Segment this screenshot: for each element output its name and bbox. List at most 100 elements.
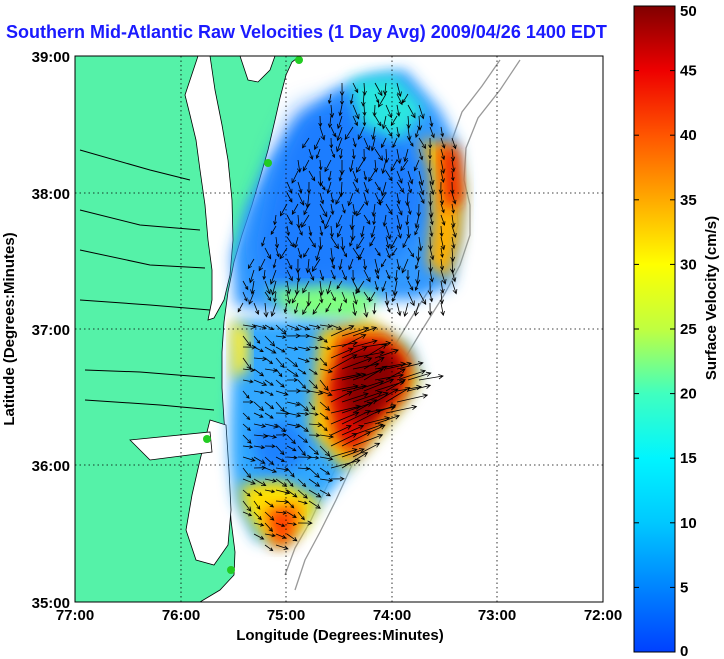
velocity-arrow [308,401,316,411]
velocity-arrow [297,520,313,526]
velocity-arrow [440,159,446,175]
velocity-arrow [286,489,298,498]
velocity-arrow [319,357,328,367]
velocity-arrow [349,236,354,247]
velocity-arrow [253,401,265,412]
velocity-arrow [297,357,310,363]
velocity-arrow [439,225,444,238]
x-tick-label: 72:00 [584,607,622,624]
velocity-arrow [302,159,310,172]
velocity-arrow [326,280,332,295]
velocity-arrow [374,388,399,403]
colorbar-tick-label: 50 [680,3,697,20]
velocity-arrow [253,511,262,521]
velocity-arrow [264,335,276,347]
velocity-arrow [407,291,415,307]
velocity-arrow [385,236,390,249]
velocity-arrow [253,445,266,450]
velocity-arrow [286,346,299,351]
velocity-arrow [370,225,376,239]
velocity-arrow [336,280,343,290]
velocity-arrow [242,379,254,384]
velocity-arrow [374,414,401,425]
velocity-arrow [415,247,421,262]
velocity-arrow [341,401,373,414]
velocity-arrow [275,247,280,258]
velocity-arrow [396,104,401,117]
velocity-arrow [264,444,276,449]
velocity-arrow [286,192,293,203]
velocity-arrow [273,214,277,226]
velocity-arrow [406,115,411,129]
velocity-arrow [439,291,444,305]
y-tick-label: 37:00 [32,322,70,339]
velocity-arrow [297,324,311,331]
x-tick-label: 74:00 [373,607,411,624]
velocity-arrow [242,489,251,497]
velocity-arrow [308,467,320,478]
velocity-arrow [414,302,420,317]
velocity-arrow [264,489,276,494]
velocity-arrow [319,433,334,439]
velocity-arrow [440,148,446,161]
velocity-arrow [405,214,410,226]
velocity-arrow [273,291,277,303]
velocity-arrow [308,445,319,455]
velocity-arrow [264,346,277,354]
velocity-arrow [352,409,382,425]
velocity-arrow [264,423,279,429]
velocity-arrow [242,511,253,517]
velocity-arrow [385,302,391,313]
velocity-arrow [308,433,321,438]
velocity-arrow [451,192,457,205]
velocity-arrow [264,324,275,331]
velocity-arrow [338,302,343,313]
velocity-arrow [274,236,279,249]
velocity-arrow [380,258,387,268]
velocity-arrow [286,357,299,368]
velocity-arrow [319,423,328,432]
velocity-arrow [286,225,290,237]
colorbar-tick-label: 40 [680,127,697,144]
velocity-arrow [370,137,376,152]
y-axis-title: Latitude (Degrees:Minutes) [1,232,18,425]
velocity-arrow [264,434,278,439]
velocity-arrow [253,433,269,439]
velocity-arrow [356,236,365,250]
velocity-arrow [302,302,310,315]
velocity-arrow [286,236,295,248]
velocity-arrow [429,170,435,186]
velocity-arrow [242,423,251,431]
velocity-arrow [348,258,354,271]
velocity-arrow [396,82,402,98]
velocity-arrow [352,82,359,94]
velocity-arrow [253,423,267,428]
velocity-arrow [330,192,335,204]
velocity-arrow [327,115,333,129]
velocity-arrow [286,269,293,282]
radar-station [203,435,211,443]
velocity-arrow [352,423,384,436]
velocity-arrow [330,126,337,138]
velocity-arrow [324,159,332,173]
velocity-arrow [403,148,409,163]
velocity-arrow [355,280,365,295]
velocity-arrow [308,225,313,237]
velocity-arrow [253,368,265,377]
velocity-arrow [371,203,377,217]
velocity-arrow [319,203,328,218]
velocity-arrow [349,159,354,173]
velocity-arrow [308,345,319,350]
velocity-arrow [440,137,446,149]
velocity-arrow [418,104,425,120]
velocity-arrow [286,445,297,452]
velocity-arrow [385,225,392,240]
x-ticks: 77:00 76:00 75:00 74:00 73:00 72:00 [56,607,622,624]
velocity-arrow [242,478,256,485]
chesapeake-bay [184,56,234,321]
velocity-arrow [352,302,357,317]
velocity-arrow [308,269,315,282]
velocity-arrow [275,423,287,433]
velocity-arrow [253,302,260,316]
colorbar-tick-label: 5 [680,579,688,596]
